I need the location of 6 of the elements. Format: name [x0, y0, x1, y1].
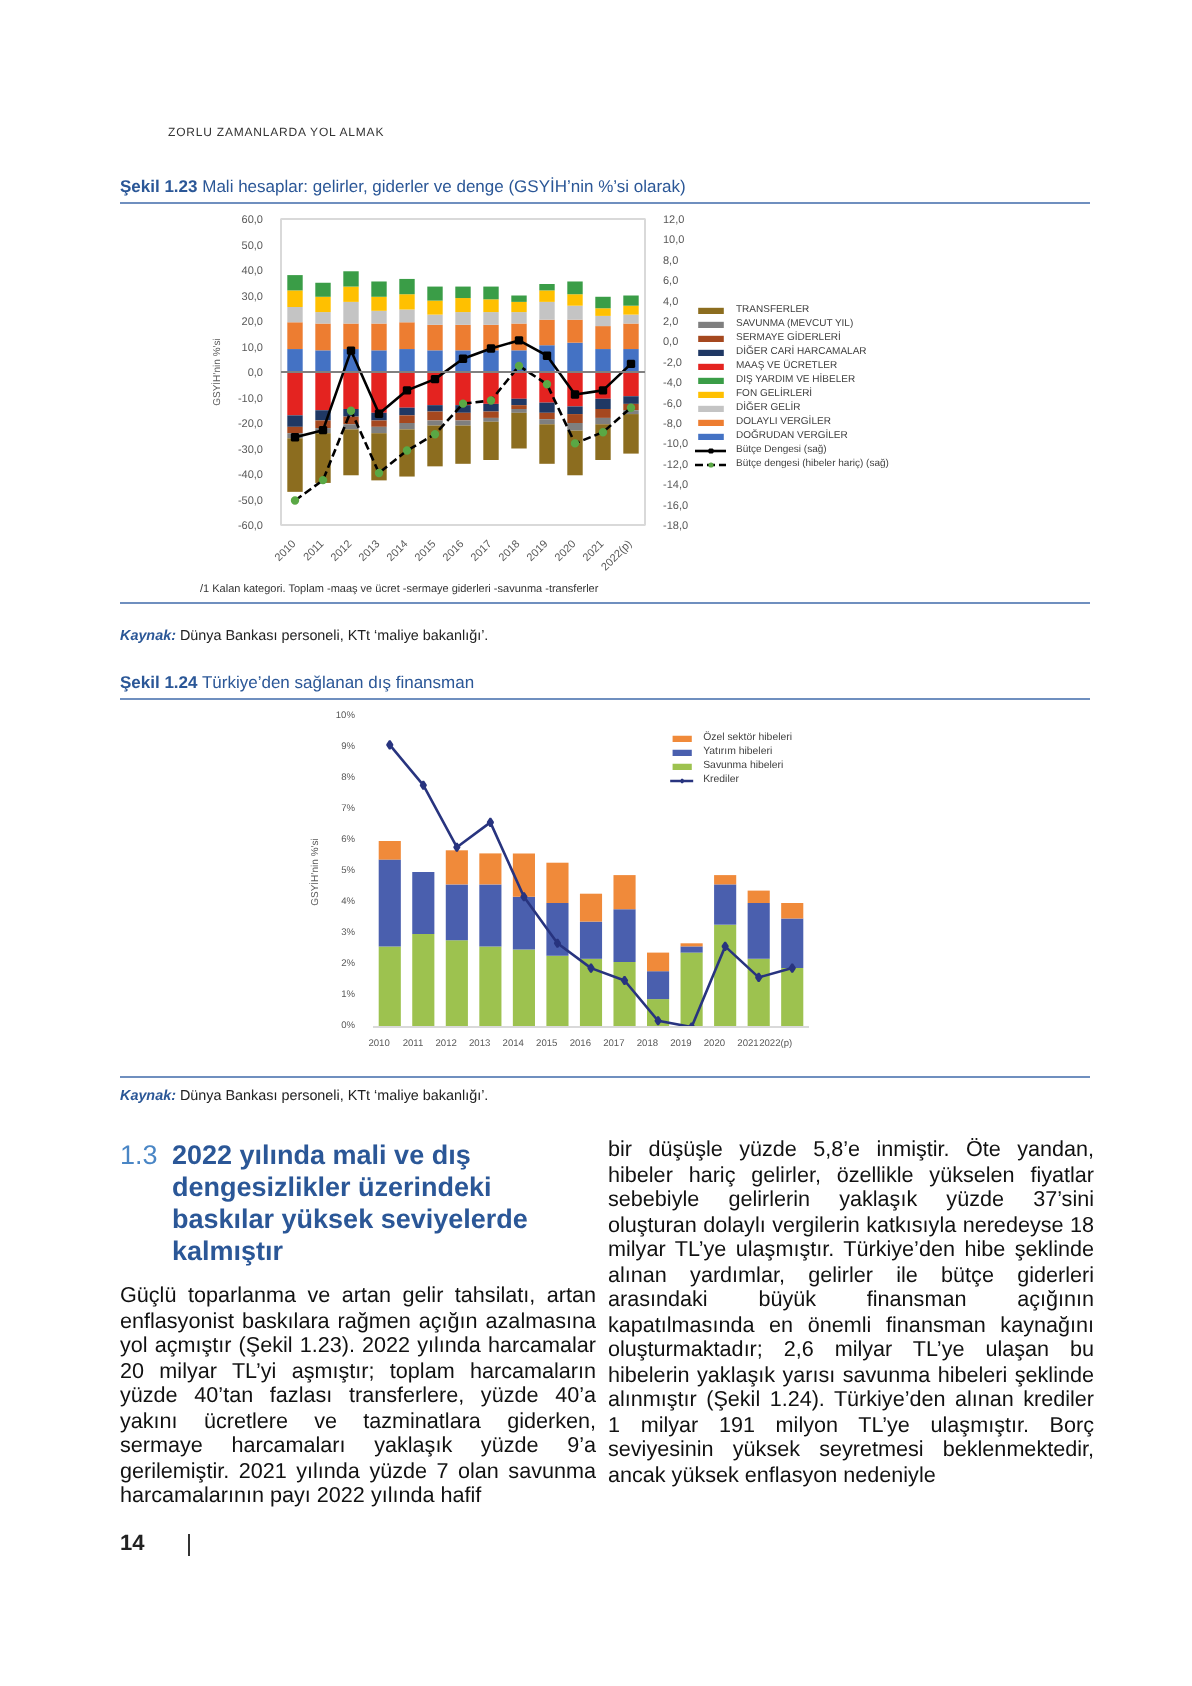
text: 14 — [120, 1532, 145, 1556]
text: bir düşüşle yüzde 5,8’e inmiştir. Öte yandan, hibeler hariç gelirler, özellikle yükselen fiyatlar sebebiyle gelirlerin yaklaşık yüzde 37’sini oluşturan dolaylı vergilerin katkısıyla neredeyse 18 milyar TL’ye ulaşmıştır. Türkiye’den hibe şeklinde alınan yardımlar, gelirler ile bütçe giderleri arasındaki büyük finansman açığının kapatılmasında en önemli finansman kaynağını oluşturmaktadır; 2,6 milyar TL’ye ulaşan bu hibelerin yaklaşık yarısı savunma hibeleri şeklinde alınmıştır (Şekil 1.24). Türkiye’den alınan krediler 1 milyar 191 milyon TL’ye ulaşmıştır. Borç seviyesinin yüksek seyretmesi beklenmektedir, ancak yüksek enflasyon nedeniyle — [608, 1138, 1094, 1487]
chart-title: Şekil 1.24 Türkiye’den sağlanan dış finansman — [120, 656, 1090, 700]
text: 1.3 2022 yılında mali ve dış dengesizlikler üzerindeki baskılar yüksek seviyelerde kalmıştır — [120, 1140, 530, 1268]
text: Güçlü toparlanma ve artan gelir tahsilatı, artan enflasyonist baskılara rağmen açığın azalmasına yol açmıştır (Şekil 1.23). 2022 yılında harcamalar 20 milyar TL’yi aşmıştır; toplam harcamaların yüzde 40’tan fazlası transferlere, yüzde 40’a yakını ücretlere ve tazminatlara giderken, sermaye harcamaları yaklaşık yüzde 9’a gerilemiştir. 2021 yılında yüzde 7 olan savunma harcamalarının payı 2022 yılında hafif — [120, 1284, 596, 1508]
chart-title: Şekil 1.23 Mali hesaplar: gelirler, giderler ve denge (GSYİH’nin %’si olarak) — [120, 168, 1090, 204]
